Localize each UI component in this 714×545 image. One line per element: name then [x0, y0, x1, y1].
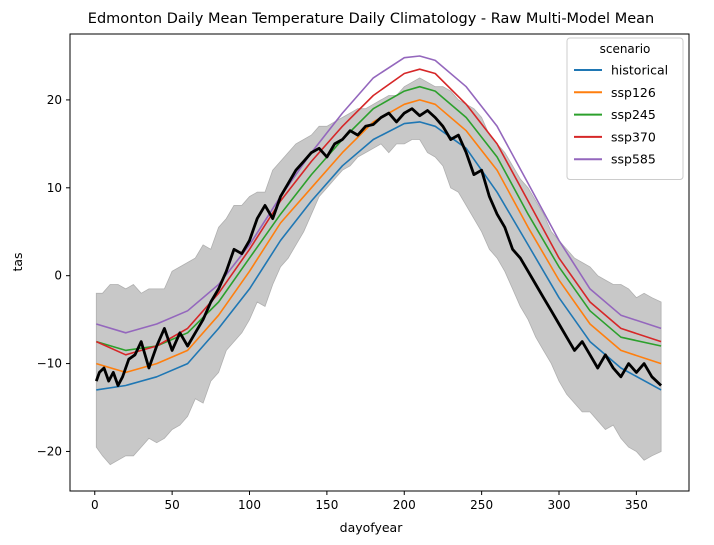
legend-title: scenario — [600, 42, 651, 56]
legend-label-ssp370: ssp370 — [611, 129, 656, 144]
x-tick-label: 100 — [238, 498, 261, 512]
legend-label-ssp585: ssp585 — [611, 152, 656, 167]
spread-band — [95, 77, 662, 466]
x-tick-label: 250 — [470, 498, 493, 512]
series-line-historical — [96, 121, 662, 391]
y-tick-label: −10 — [37, 357, 62, 371]
x-tick-label: 300 — [548, 498, 571, 512]
legend-label-ssp126: ssp126 — [611, 85, 656, 100]
plot-frame — [69, 33, 690, 492]
series-line-ssp245 — [96, 85, 662, 352]
chart-title: Edmonton Daily Mean Temperature Daily Cl… — [88, 11, 654, 27]
y-tick-label: −20 — [37, 444, 62, 458]
y-axis-label: tas — [10, 252, 25, 271]
x-tick-label: 150 — [315, 498, 338, 512]
legend-label-ssp245: ssp245 — [611, 107, 656, 122]
series-line-ssp370 — [95, 68, 662, 356]
x-axis-ticks: 0 50 100 150 200 250 300 350 — [91, 491, 648, 512]
series-line-ssp585 — [96, 55, 662, 334]
legend-box — [566, 37, 684, 180]
observed-line — [94, 107, 663, 387]
spread-band-layer — [95, 77, 662, 466]
x-axis-label: dayofyear — [340, 520, 404, 535]
x-tick-label: 350 — [625, 498, 648, 512]
y-tick-label: 10 — [47, 181, 62, 195]
y-tick-label: 20 — [47, 93, 62, 107]
x-tick-label: 0 — [91, 498, 99, 512]
observed-line-layer — [94, 107, 663, 387]
y-axis-ticks: −20 −10 0 10 20 — [37, 93, 70, 458]
legend: scenario historical ssp126 ssp245 ssp370 ssp… — [566, 37, 684, 180]
y-tick-label: 0 — [54, 269, 62, 283]
legend-label-historical: historical — [611, 63, 668, 78]
x-tick-label: 50 — [164, 498, 179, 512]
x-tick-label: 200 — [393, 498, 416, 512]
